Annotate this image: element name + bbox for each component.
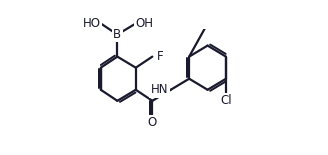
Text: HN: HN bbox=[151, 83, 168, 96]
Text: Cl: Cl bbox=[220, 94, 232, 107]
Text: OH: OH bbox=[136, 17, 154, 30]
Text: B: B bbox=[113, 28, 121, 41]
Text: F: F bbox=[157, 50, 164, 63]
Text: O: O bbox=[148, 116, 157, 129]
Text: HO: HO bbox=[83, 17, 101, 30]
